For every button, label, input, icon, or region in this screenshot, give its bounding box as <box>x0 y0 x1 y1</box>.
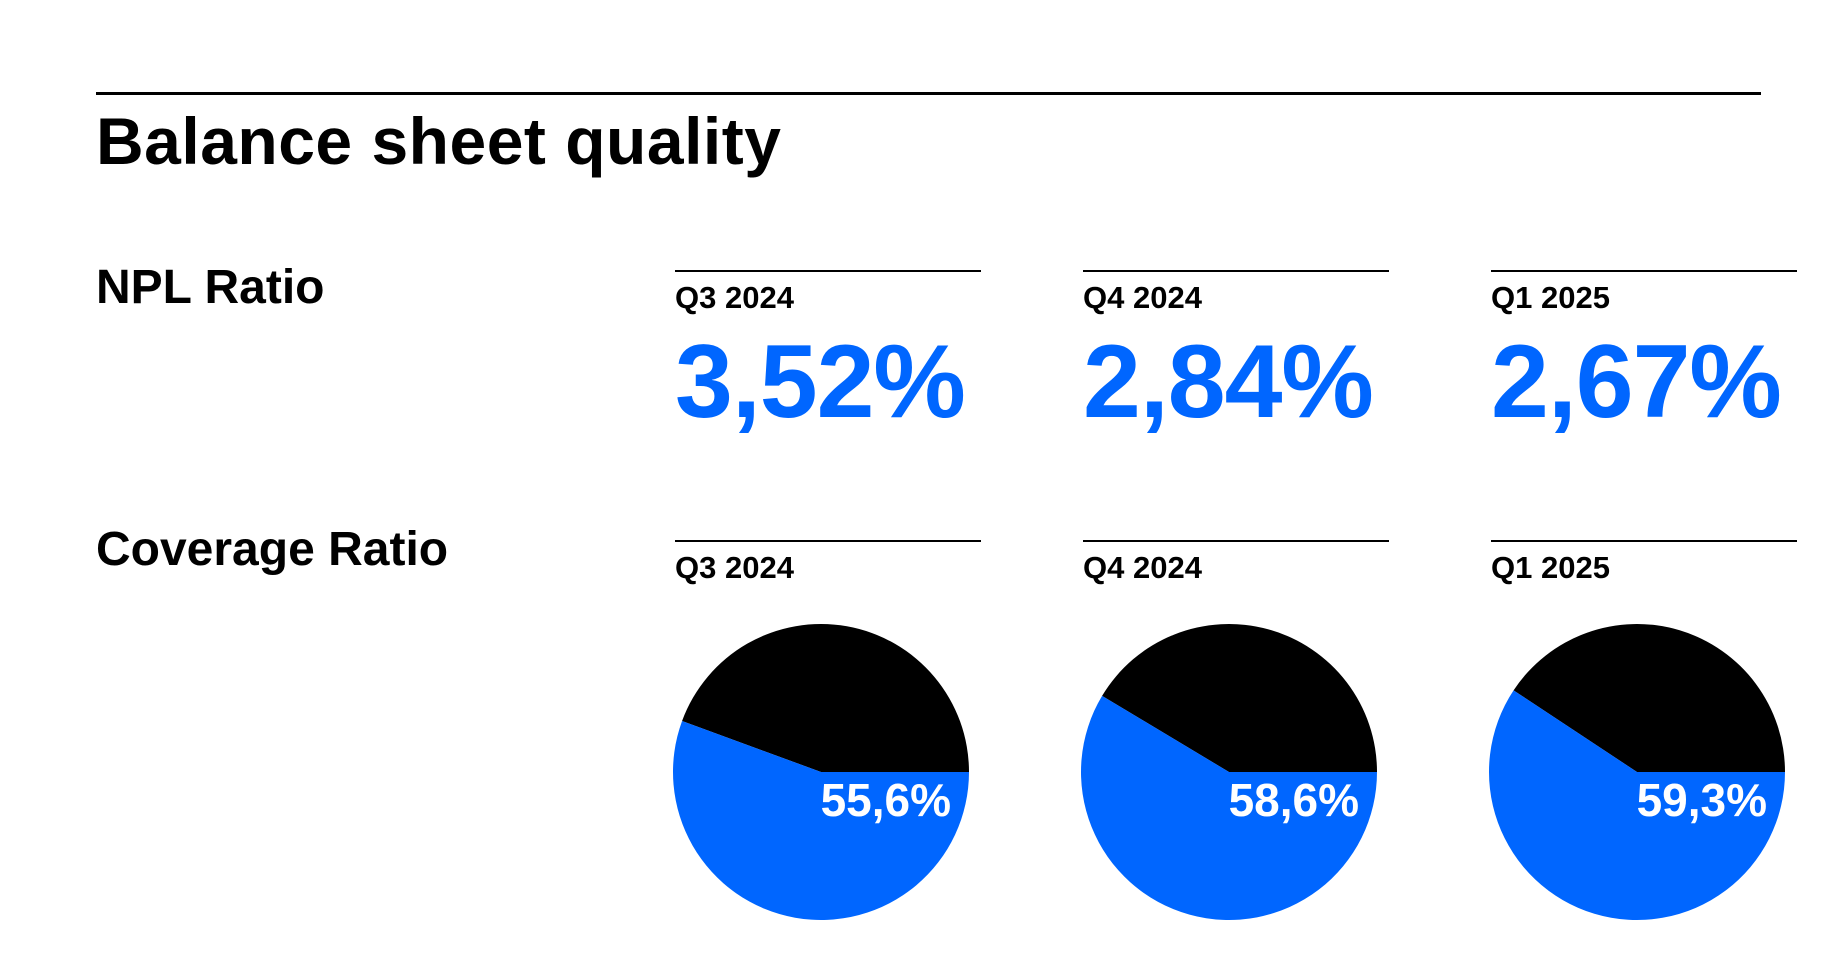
npl-column-q3-2024: Q3 2024 3,52% <box>675 270 981 440</box>
coverage-column-q4-2024: Q4 2024 58,6% <box>1081 540 1389 922</box>
npl-ratio-label: NPL Ratio <box>96 261 325 314</box>
column-divider <box>1491 270 1797 272</box>
coverage-pie-chart: 55,6% <box>671 622 971 922</box>
coverage-value-label: 55,6% <box>820 774 951 826</box>
pie-slice-remainder <box>682 624 969 772</box>
coverage-column-q3-2024: Q3 2024 55,6% <box>673 540 981 922</box>
pie-svg <box>673 624 969 921</box>
coverage-column-q1-2025: Q1 2025 59,3% <box>1489 540 1797 922</box>
column-divider <box>675 540 981 542</box>
npl-period: Q3 2024 <box>675 280 794 315</box>
column-divider <box>1083 270 1389 272</box>
coverage-pie-chart: 59,3% <box>1487 622 1787 922</box>
npl-column-q4-2024: Q4 2024 2,84% <box>1083 270 1389 440</box>
coverage-period: Q4 2024 <box>1083 550 1202 585</box>
page-title: Balance sheet quality <box>96 104 782 178</box>
coverage-period: Q1 2025 <box>1491 550 1610 585</box>
coverage-value-label: 59,3% <box>1636 774 1767 826</box>
pie-slice-coverage <box>1081 695 1377 921</box>
column-divider <box>1491 540 1797 542</box>
column-divider <box>1083 540 1389 542</box>
coverage-ratio-label: Coverage Ratio <box>96 523 449 576</box>
coverage-value-label: 58,6% <box>1228 774 1359 826</box>
pie-slice-remainder <box>1102 624 1377 772</box>
column-divider <box>675 270 981 272</box>
coverage-pie-chart: 58,6% <box>1079 622 1379 922</box>
pie-slice-coverage <box>1489 690 1785 921</box>
npl-column-q1-2025: Q1 2025 2,67% <box>1491 270 1797 440</box>
top-divider <box>96 92 1761 95</box>
npl-value: 3,52% <box>675 324 966 440</box>
pie-svg <box>1081 624 1377 921</box>
npl-period: Q4 2024 <box>1083 280 1202 315</box>
npl-value: 2,84% <box>1083 324 1374 440</box>
coverage-period: Q3 2024 <box>675 550 794 585</box>
pie-slice-remainder <box>1513 624 1785 772</box>
pie-slice-coverage <box>673 720 969 921</box>
pie-svg <box>1489 624 1785 921</box>
npl-period: Q1 2025 <box>1491 280 1610 315</box>
npl-value: 2,67% <box>1491 324 1782 440</box>
